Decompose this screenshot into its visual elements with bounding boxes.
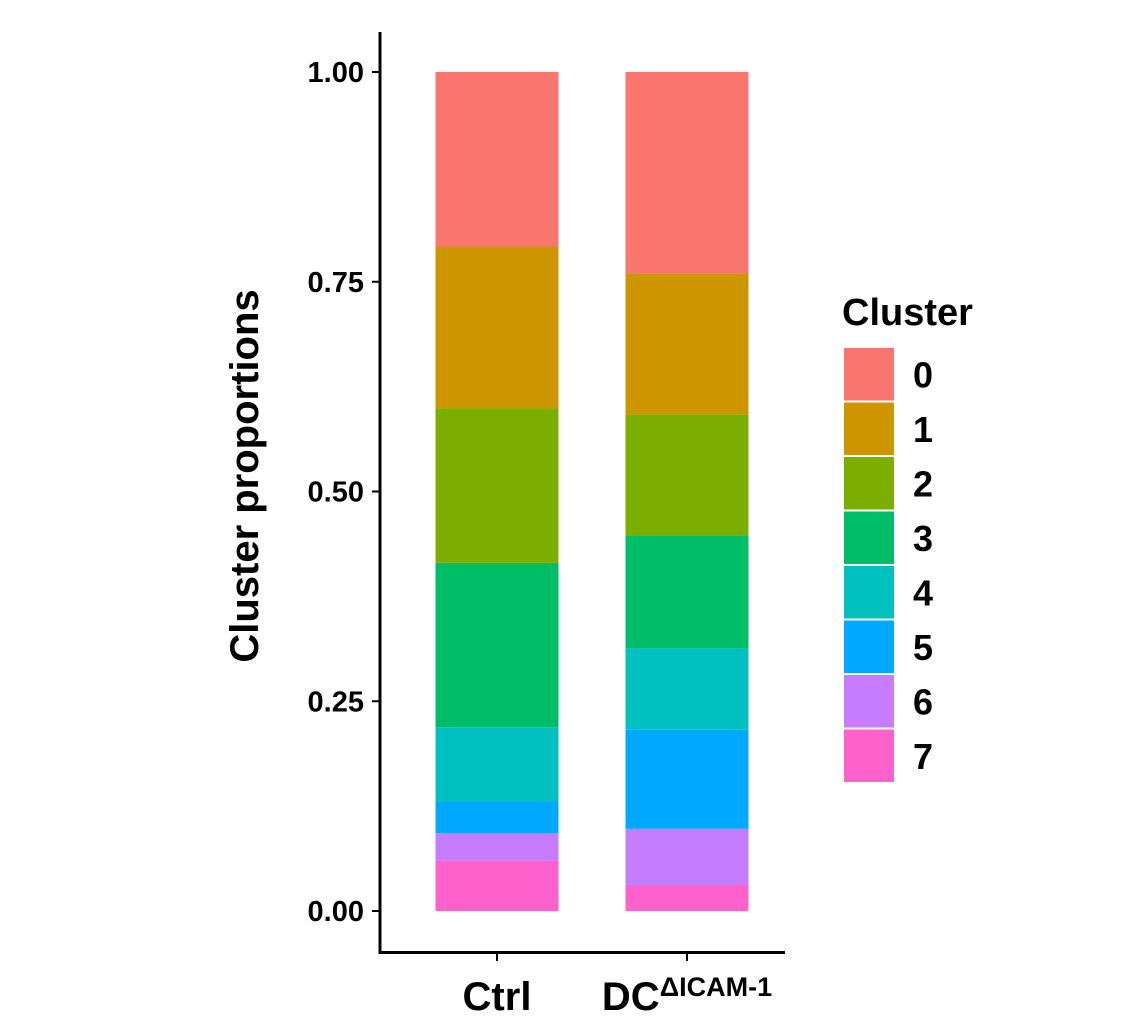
y-tick-label: 1.00 — [308, 57, 364, 89]
bar-segment-ctrl-cluster-4 — [435, 727, 559, 802]
legend-key-cluster-6 — [842, 673, 896, 730]
bar-segment-ctrl-cluster-1 — [435, 246, 559, 409]
bars — [435, 72, 749, 911]
x-tick-label-main: DC — [602, 975, 660, 1019]
legend-key-cluster-1 — [842, 400, 896, 457]
legend-label-cluster-5: 5 — [913, 627, 933, 668]
x-tick-label-main: Ctrl — [463, 975, 532, 1019]
legend-items: 0 1 2 3 4 5 6 7 — [842, 346, 933, 784]
bar-segment-ctrl-cluster-2 — [435, 408, 559, 563]
legend-key-cluster-7 — [842, 727, 896, 784]
legend-label-cluster-1: 1 — [913, 409, 933, 450]
x-axis-ticks: Ctrl DCΔICAM-1 — [463, 954, 772, 1019]
bar-segment-dc-icam-1-cluster-7 — [625, 884, 749, 911]
legend-label-cluster-2: 2 — [913, 463, 933, 504]
bar-segment-ctrl-cluster-5 — [435, 801, 559, 833]
y-tick-label: 0.25 — [308, 686, 364, 718]
bar-segment-ctrl-cluster-7 — [435, 860, 559, 911]
y-tick-label: 0.75 — [308, 267, 364, 299]
y-axis-title: Cluster proportions — [223, 289, 267, 662]
legend-label-cluster-7: 7 — [913, 736, 933, 777]
bar-segment-dc-icam-1-cluster-0 — [625, 72, 749, 274]
bar-segment-dc-icam-1-cluster-1 — [625, 273, 749, 415]
legend-key-cluster-4 — [842, 564, 896, 621]
y-axis-ticks: 0.00 0.25 0.50 0.75 1.00 — [308, 57, 380, 928]
legend: Cluster 0 1 2 3 4 5 6 7 — [842, 292, 973, 784]
y-tick-label: 0.50 — [308, 477, 364, 509]
bar-segment-ctrl-cluster-0 — [435, 72, 559, 247]
bar-segment-dc-icam-1-cluster-3 — [625, 535, 749, 649]
legend-label-cluster-0: 0 — [913, 354, 933, 395]
legend-label-cluster-4: 4 — [913, 572, 933, 613]
legend-label-cluster-3: 3 — [913, 518, 933, 559]
bar-segment-dc-icam-1-cluster-5 — [625, 729, 749, 829]
legend-label-cluster-6: 6 — [913, 681, 933, 722]
legend-key-cluster-3 — [842, 509, 896, 566]
legend-title: Cluster — [842, 292, 973, 334]
bar-segment-ctrl-cluster-6 — [435, 832, 559, 861]
x-tick-label-superscript: ΔICAM-1 — [660, 972, 772, 1002]
legend-key-cluster-2 — [842, 455, 896, 512]
legend-key-cluster-5 — [842, 618, 896, 675]
legend-key-cluster-0 — [842, 346, 896, 403]
bar-segment-ctrl-cluster-3 — [435, 562, 559, 728]
plot-area: 0.00 0.25 0.50 0.75 1.00 Ctrl DCΔICAM-1 — [308, 32, 785, 1019]
bar-segment-dc-icam-1-cluster-6 — [625, 828, 749, 885]
x-tick-label: Ctrl — [463, 975, 532, 1019]
y-tick-label: 0.00 — [308, 896, 364, 928]
x-tick-label: DCΔICAM-1 — [602, 972, 772, 1019]
bar-segment-dc-icam-1-cluster-2 — [625, 414, 749, 536]
bar-segment-dc-icam-1-cluster-4 — [625, 648, 749, 730]
